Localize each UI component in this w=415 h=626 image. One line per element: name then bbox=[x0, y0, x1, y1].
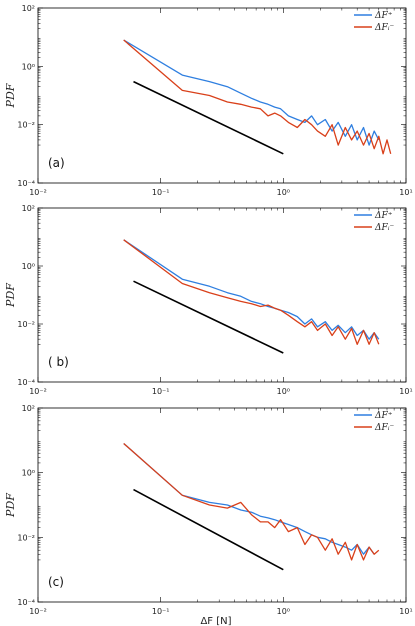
x-tick-label: 10¹ bbox=[399, 607, 412, 616]
x-tick-label: 10⁻² bbox=[29, 387, 47, 396]
y-tick-label: 10⁻⁴ bbox=[17, 179, 35, 188]
panel-1: 10⁻² 10⁻¹ 10⁰ 10¹10²10⁰10⁻²10⁻⁴PDF(a)ΔF⁺ΔFᵢ… bbox=[4, 4, 413, 197]
reference-slope-line bbox=[133, 280, 284, 354]
legend-label: ΔF⁺ bbox=[374, 11, 393, 21]
y-axis-label: PDF bbox=[4, 83, 17, 108]
y-tick-label: 10² bbox=[22, 204, 35, 213]
legend-label: ΔFᵢ⁻ bbox=[374, 23, 395, 33]
panel-tag: (a) bbox=[48, 156, 65, 170]
y-tick-label: 10² bbox=[22, 404, 35, 413]
y-tick-label: 10⁰ bbox=[22, 262, 35, 271]
x-tick-label: 10⁰ bbox=[277, 607, 290, 616]
x-tick-label: 10⁻² bbox=[29, 188, 47, 197]
y-tick-label: 10⁻⁴ bbox=[17, 598, 35, 607]
x-tick-label: 10¹ bbox=[399, 188, 412, 197]
x-tick-label: 10⁻¹ bbox=[152, 387, 170, 396]
reference-slope-line bbox=[133, 80, 284, 155]
y-axis-label: PDF bbox=[4, 493, 17, 518]
legend-label: ΔFᵢ⁻ bbox=[374, 223, 395, 233]
legend-label: ΔF⁺ bbox=[374, 411, 393, 421]
series-line-dfplus bbox=[123, 443, 375, 555]
x-tick-label: 10⁰ bbox=[277, 387, 290, 396]
x-axis-label: ΔF [N] bbox=[200, 616, 231, 626]
y-axis-label: PDF bbox=[4, 283, 17, 308]
series-line-dfminus bbox=[123, 39, 392, 155]
y-tick-label: 10⁰ bbox=[22, 62, 35, 71]
panel-tag: ( b) bbox=[48, 355, 69, 369]
x-tick-label: 10⁰ bbox=[277, 188, 290, 197]
axes-frame bbox=[37, 207, 407, 383]
y-tick-label: 10⁻² bbox=[17, 121, 35, 130]
legend-label: ΔF⁺ bbox=[374, 211, 393, 221]
x-tick-label: 10¹ bbox=[399, 387, 412, 396]
y-tick-label: 10⁻² bbox=[17, 533, 35, 542]
y-tick-label: 10⁻⁴ bbox=[17, 378, 35, 387]
reference-slope-line bbox=[133, 488, 284, 571]
x-tick-label: 10⁻² bbox=[29, 607, 47, 616]
axes-frame bbox=[37, 7, 407, 184]
y-tick-label: 10⁰ bbox=[22, 469, 35, 478]
axes-frame bbox=[37, 407, 407, 603]
panel-tag: (c) bbox=[48, 575, 64, 589]
y-tick-label: 10² bbox=[22, 4, 35, 13]
series-line-dfminus bbox=[123, 239, 380, 345]
series-line-dfplus bbox=[123, 39, 380, 146]
series-line-dfminus bbox=[123, 443, 380, 561]
x-tick-label: 10⁻¹ bbox=[152, 188, 170, 197]
legend-label: ΔFᵢ⁻ bbox=[374, 423, 395, 433]
y-tick-label: 10⁻² bbox=[17, 320, 35, 329]
series-line-dfplus bbox=[123, 239, 380, 340]
x-tick-label: 10⁻¹ bbox=[152, 607, 170, 616]
